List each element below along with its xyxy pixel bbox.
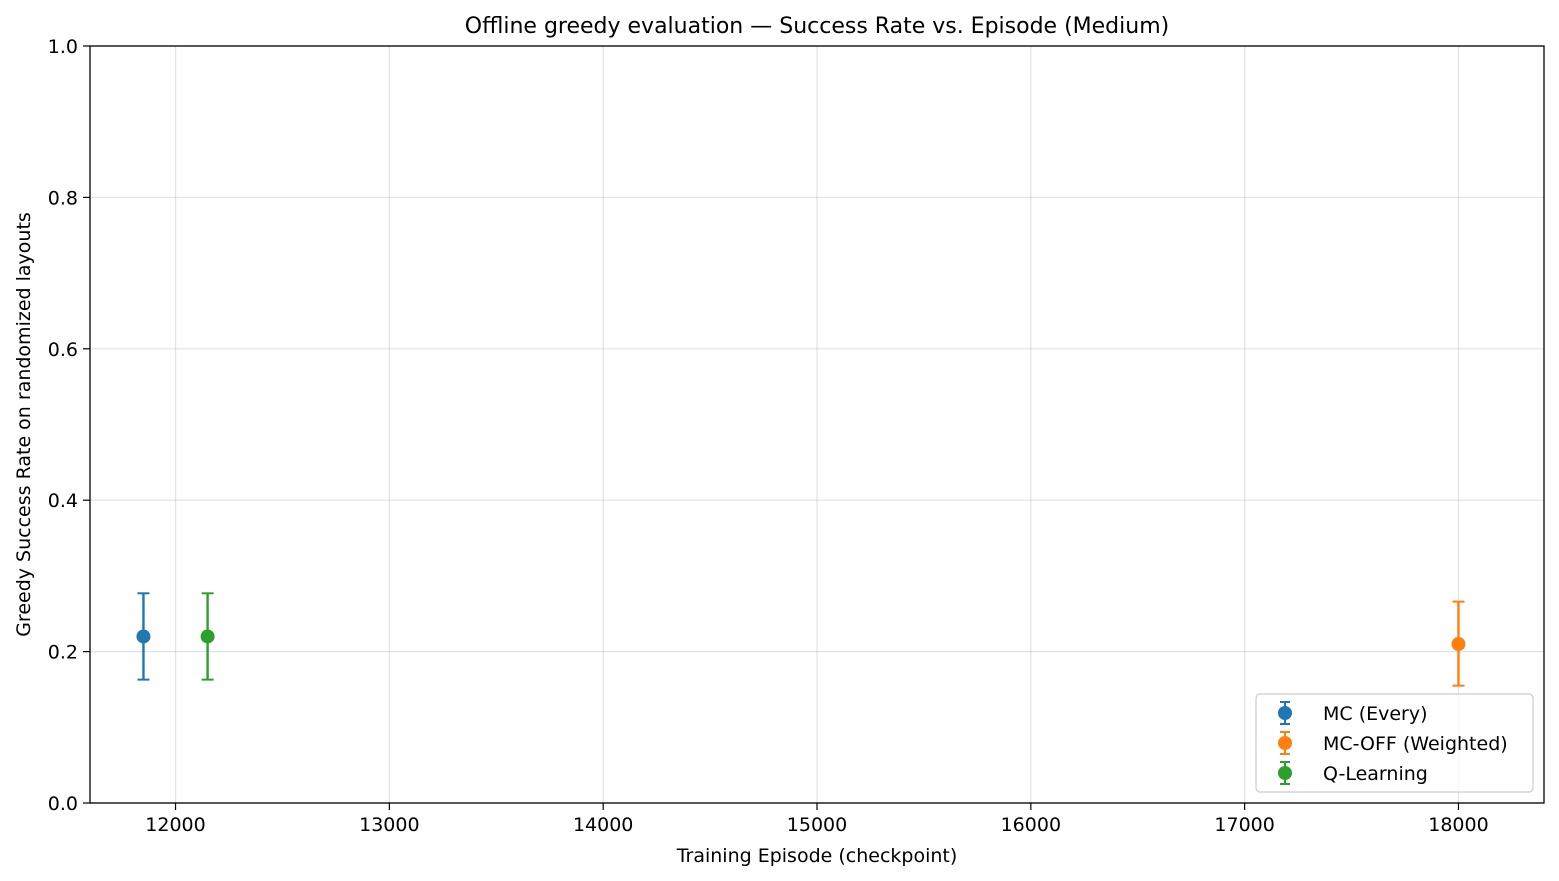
legend-label: MC (Every) <box>1323 703 1428 725</box>
x-axis-label: Training Episode (checkpoint) <box>676 845 958 867</box>
y-tick-label: 0.6 <box>48 339 78 361</box>
x-tick-label: 14000 <box>573 814 633 836</box>
series-0 <box>136 592 151 681</box>
tick-layer: 12000 13000 14000 15000 16000 17000 18000 0.0 0.… <box>48 36 1489 836</box>
legend-label: MC-OFF (Weighted) <box>1323 733 1508 755</box>
grid-layer <box>90 45 1544 804</box>
data-point <box>136 629 151 644</box>
series-2 <box>200 592 215 681</box>
y-tick-label: 0.0 <box>48 793 78 815</box>
x-tick-label: 13000 <box>359 814 419 836</box>
legend: MC (Every) MC-OFF (Weighted) Q-Learning <box>1255 693 1534 793</box>
legend-marker <box>1278 766 1292 780</box>
y-tick-label: 0.2 <box>48 642 78 664</box>
x-tick-label: 17000 <box>1214 814 1274 836</box>
x-tick-label: 15000 <box>787 814 847 836</box>
legend-label: Q-Learning <box>1323 763 1428 785</box>
legend-box <box>1255 693 1534 793</box>
y-tick-label: 0.4 <box>48 490 78 512</box>
legend-marker <box>1278 736 1292 750</box>
x-tick-label: 16000 <box>1001 814 1061 836</box>
data-point <box>200 629 215 644</box>
x-tick-label: 18000 <box>1428 814 1488 836</box>
chart-title: Offline greedy evaluation — Success Rate… <box>465 14 1169 39</box>
y-axis-label: Greedy Success Rate on randomized layout… <box>13 212 35 637</box>
data-layer <box>136 592 1466 687</box>
y-tick-label: 1.0 <box>48 36 78 58</box>
data-point <box>1451 637 1466 652</box>
legend-marker <box>1278 706 1292 720</box>
x-tick-label: 12000 <box>145 814 205 836</box>
series-1 <box>1451 600 1466 687</box>
y-tick-label: 0.8 <box>48 187 78 209</box>
